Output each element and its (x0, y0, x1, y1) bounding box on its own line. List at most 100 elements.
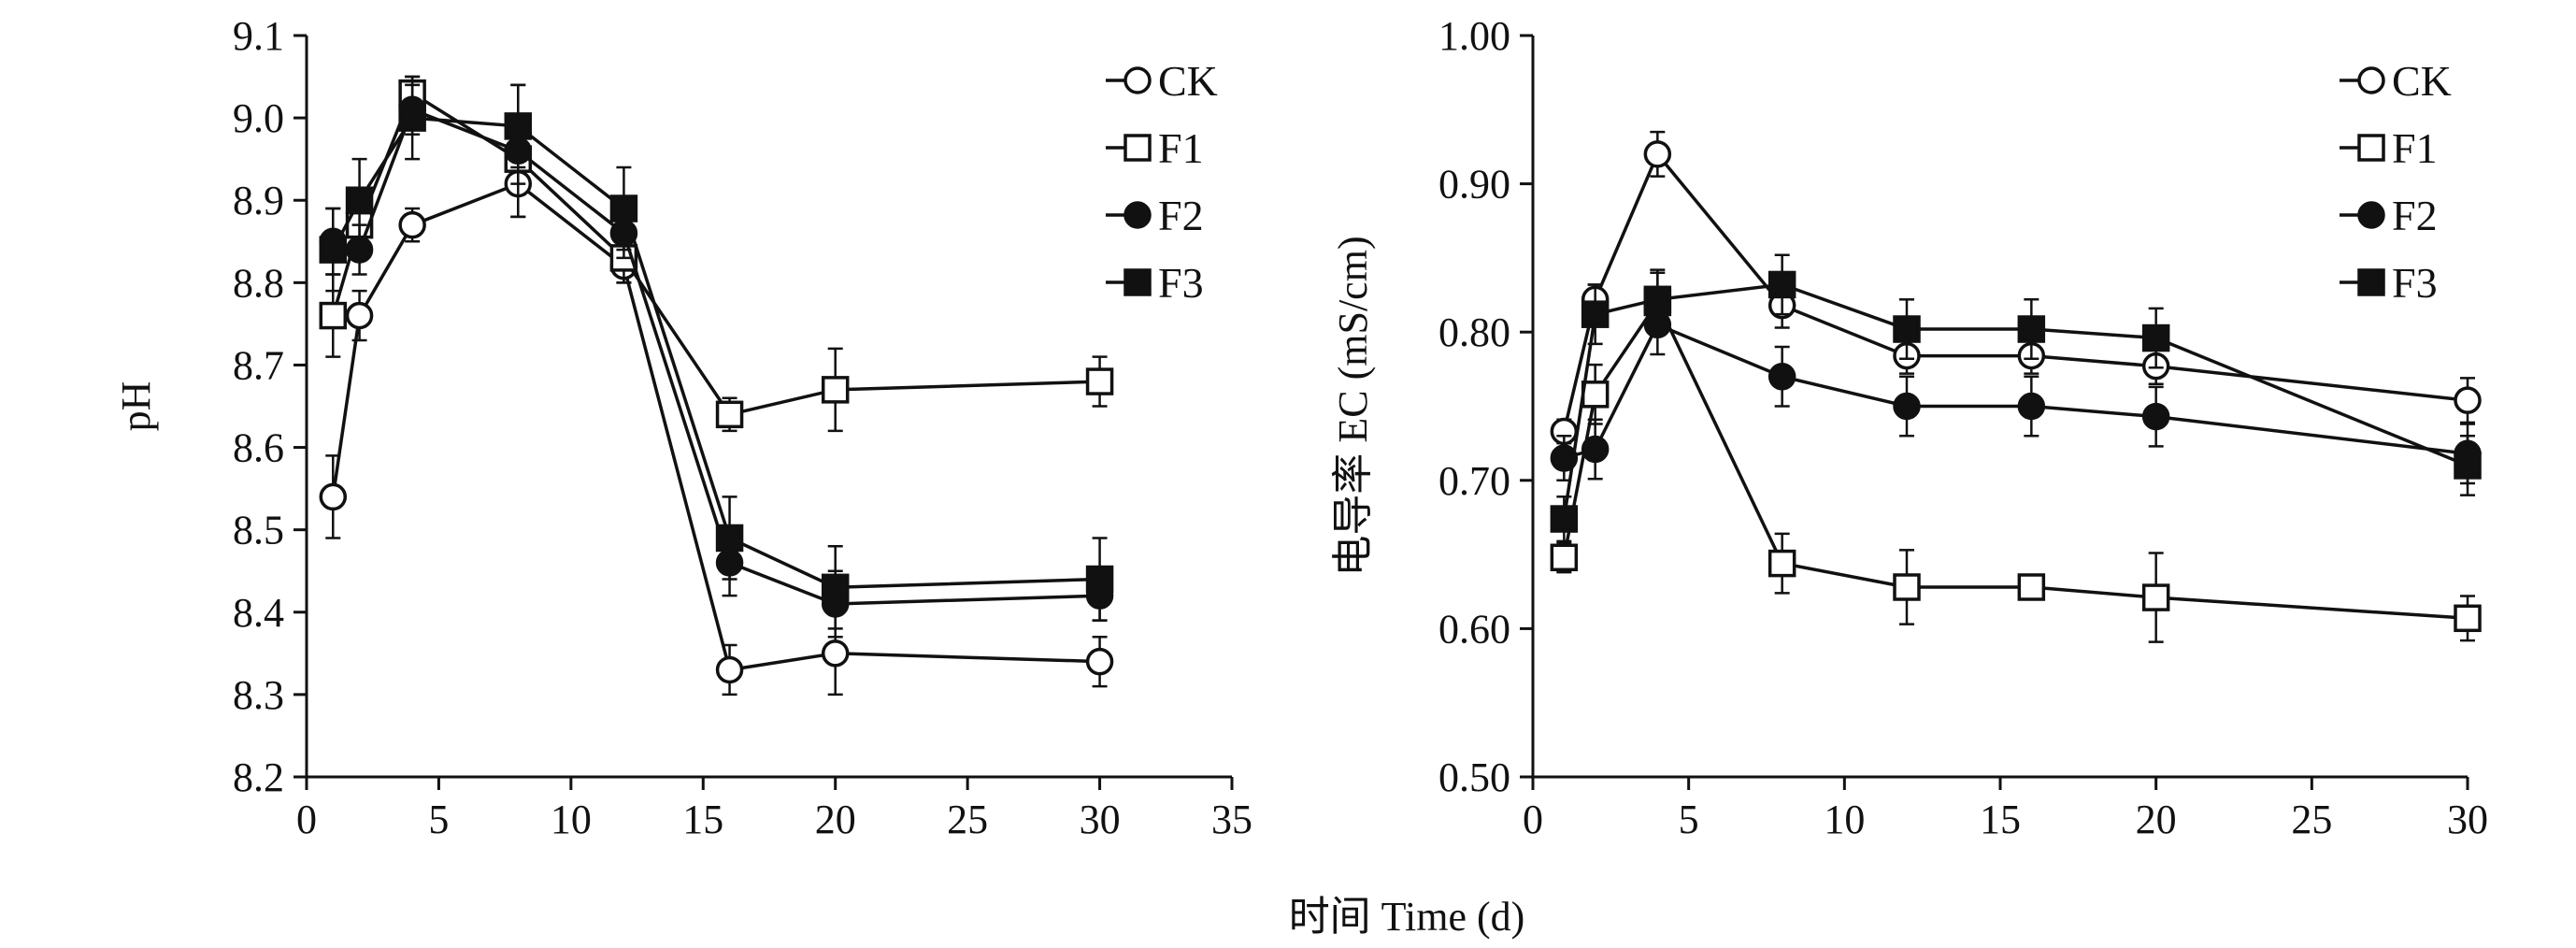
ph-legend-f2: F2 (1106, 192, 1204, 239)
ph-chart: 8.2 8.3 8.4 8.5 8.6 8.7 8.8 8.9 9.0 9.1 0 5 10 15 20 25… (113, 13, 1252, 842)
ph-legend-label: F2 (1158, 192, 1204, 239)
ec-series-f3 (1550, 253, 2482, 543)
ph-data-point (504, 112, 533, 140)
ec-data-point (1581, 381, 1610, 409)
ph-data-point (715, 400, 744, 429)
ec-series-line (1562, 298, 2469, 621)
ph-data-point (821, 376, 850, 404)
ph-x-tick-label: 0 (296, 797, 317, 842)
ec-data-point (2141, 323, 2170, 352)
ph-series-ck (319, 150, 1114, 697)
ph-y-tick-label: 8.8 (233, 260, 284, 306)
ec-data-point (2017, 315, 2046, 343)
shared-x-axis-label: 时间 Time (d) (1289, 894, 1525, 940)
ec-legend-label: F2 (2392, 192, 2438, 239)
ec-legend-marker (2357, 268, 2385, 296)
ph-data-point (319, 236, 348, 264)
ec-legend-marker (2357, 201, 2385, 229)
ec-data-point (1893, 573, 1921, 601)
ec-legend-label: F3 (2392, 259, 2438, 307)
ec-x-tick-label: 25 (2291, 797, 2332, 842)
ph-legend-ck: CK (1106, 57, 1218, 105)
ph-legend-label: F3 (1158, 259, 1204, 307)
ec-chart: 0.50 0.60 0.70 0.80 0.90 1.00 0 5 10 15 20 25 30 电导率 … (1330, 13, 2488, 842)
ec-y-tick-label: 0.60 (1438, 606, 1510, 652)
ec-y-tick-label: 0.50 (1438, 754, 1510, 800)
ec-legend-marker (2357, 66, 2385, 94)
ph-y-tick-label: 8.9 (233, 178, 284, 223)
ec-legend-ck: CK (2340, 57, 2452, 105)
ph-data-point (821, 573, 850, 602)
ec-series-line (1562, 151, 2469, 432)
ph-x-tick-label: 10 (551, 797, 592, 842)
ph-y-tick-label: 8.7 (233, 342, 284, 388)
ph-series-line (331, 91, 1100, 417)
ph-x-tick-label: 25 (947, 797, 988, 842)
ec-data-point (1893, 392, 1921, 421)
ec-legend-f1: F1 (2340, 124, 2438, 172)
ph-data-point (1085, 647, 1114, 676)
ec-data-point (1893, 315, 1921, 343)
ph-y-tick-label: 9.1 (233, 13, 284, 59)
ph-x-tick-label: 15 (682, 797, 723, 842)
ph-x-tick-label: 30 (1080, 797, 1121, 842)
ph-data-point (398, 104, 426, 132)
ec-legend-f2: F2 (2340, 192, 2438, 239)
ph-y-axis-label: pH (113, 381, 159, 432)
ph-y-tick-label: 8.6 (233, 425, 284, 471)
ec-data-point (1581, 435, 1610, 464)
ec-data-point (1643, 285, 1672, 314)
ph-legend-marker (1123, 134, 1152, 162)
ph-x-tick-label: 20 (815, 797, 856, 842)
ec-series-line (1563, 323, 2469, 460)
ph-legend-f1: F1 (1106, 124, 1204, 172)
ph-legend-marker (1123, 66, 1152, 94)
ec-x-tick-label: 5 (1679, 797, 1699, 842)
ph-y-tick-label: 8.2 (233, 754, 284, 800)
ec-data-point (1767, 363, 1796, 391)
ec-y-tick-label: 0.90 (1438, 162, 1510, 208)
ph-data-point (319, 301, 348, 330)
ph-legend-marker (1123, 201, 1152, 229)
ec-series-line (1562, 282, 2469, 520)
ph-x-tick-label: 5 (428, 797, 449, 842)
ph-data-point (1085, 565, 1114, 594)
ph-data-point (319, 482, 348, 511)
ph-data-point (345, 186, 374, 214)
ph-legend-f3: F3 (1106, 259, 1204, 307)
ph-series-line (331, 181, 1100, 672)
ec-x-tick-label: 30 (2447, 797, 2488, 842)
ec-legend-f3: F3 (2340, 259, 2438, 307)
ec-x-tick-label: 0 (1523, 797, 1543, 842)
ph-series-f3 (319, 75, 1114, 630)
ec-data-point (2017, 392, 2046, 421)
ph-series-f1 (319, 75, 1114, 433)
ec-y-tick-label: 1.00 (1438, 13, 1510, 59)
ec-data-point (1550, 543, 1579, 572)
ec-legend-marker (2357, 134, 2385, 162)
ec-data-point (1550, 444, 1579, 472)
ph-data-point (345, 301, 374, 330)
ph-series-line (332, 108, 1100, 606)
ph-legend-label: F1 (1158, 124, 1204, 172)
ec-data-point (1643, 140, 1672, 168)
ph-series-f2 (319, 83, 1114, 639)
ph-y-tick-label: 8.4 (233, 590, 284, 636)
ec-x-tick-label: 20 (2136, 797, 2177, 842)
ph-y-tick-label: 9.0 (233, 95, 284, 141)
ec-data-point (1550, 505, 1579, 533)
ph-y-tick-label: 8.5 (233, 508, 284, 553)
ec-legend-label: F1 (2392, 124, 2438, 172)
ph-data-point (715, 524, 744, 553)
ec-y-axis-label: 电导率 EC (mS/cm) (1330, 236, 1376, 576)
ec-x-tick-label: 10 (1824, 797, 1865, 842)
ec-data-point (2454, 452, 2482, 480)
ph-x-tick-label: 35 (1211, 797, 1252, 842)
ec-data-point (2454, 604, 2482, 633)
ph-data-point (1085, 367, 1114, 395)
ec-data-point (2141, 583, 2170, 611)
ec-data-point (2141, 402, 2170, 431)
ph-legend-marker (1123, 268, 1152, 296)
ec-legend-label: CK (2392, 57, 2452, 105)
